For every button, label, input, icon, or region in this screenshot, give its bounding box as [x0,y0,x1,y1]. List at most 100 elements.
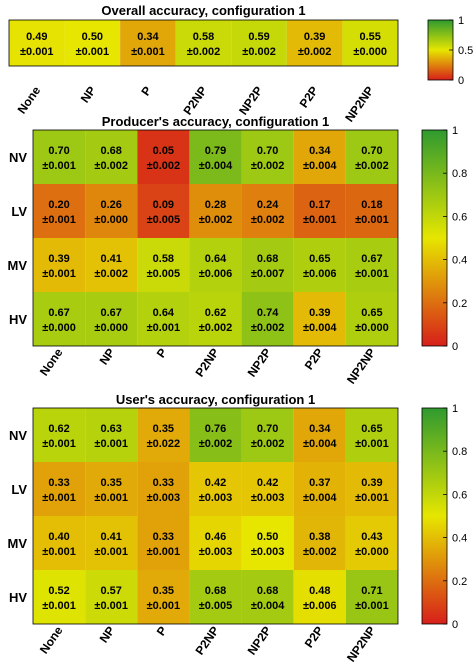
plot-frame [32,129,399,347]
colorbar [421,129,448,347]
cell-value: 0.26 [101,199,122,211]
cell-error: ±0.002 [303,546,337,558]
cell-value: 0.59 [248,31,269,43]
row-label: LV [11,482,27,497]
heatmap-cell [345,462,398,516]
heatmap-cell [241,462,294,516]
cell-error: ±0.001 [94,600,128,612]
cell-error: ±0.007 [251,268,285,280]
heatmap-cell [85,462,138,516]
heatmap-cell [137,238,190,292]
heatmap-cell [293,238,346,292]
cell-value: 0.68 [257,585,278,597]
heatmap-cell [231,20,287,66]
cell-error: ±0.001 [42,438,76,450]
cell-value: 0.50 [257,531,278,543]
heatmap-cell [293,184,346,238]
column-label: P [154,346,170,361]
cell-value: 0.68 [257,253,278,265]
cell-error: ±0.002 [94,268,128,280]
cell-value: 0.41 [101,253,122,265]
heatmap-cell [189,238,242,292]
cell-error: ±0.006 [199,268,233,280]
cell-value: 0.68 [205,585,226,597]
cell-error: ±0.004 [303,160,337,172]
cell-error: ±0.001 [94,546,128,558]
cell-error: ±0.001 [147,600,181,612]
cell-error: ±0.005 [147,268,181,280]
column-label: P2P [302,346,326,373]
cell-error: ±0.001 [42,268,76,280]
heatmap-cell [293,462,346,516]
heatmap-cell [345,292,398,346]
cell-error: ±0.000 [94,214,128,226]
cell-value: 0.62 [205,307,226,319]
cell-value: 0.33 [48,477,69,489]
cell-error: ±0.003 [147,492,181,504]
colorbar-tick-label: 0.2 [452,298,467,310]
cell-value: 0.71 [361,585,382,597]
heatmap-panel-3: User's accuracy, configuration 1 0.62 ±0.0… [8,392,468,664]
cell-error: ±0.002 [187,46,221,58]
cell-value: 0.42 [257,477,278,489]
colorbar-tick-label: 0.4 [452,533,467,545]
cell-error: ±0.006 [303,600,337,612]
column-label: None [37,623,66,656]
heatmap-cell [293,130,346,184]
cell-value: 0.62 [48,423,69,435]
heatmap-cell [241,184,294,238]
heatmap-cell [120,20,176,66]
colorbar-tick-label: 0.4 [452,255,467,267]
cell-error: ±0.001 [42,546,76,558]
cell-value: 0.50 [82,31,103,43]
cell-value: 0.33 [153,531,174,543]
cell-value: 0.70 [361,145,382,157]
cell-error: ±0.001 [42,492,76,504]
cell-error: ±0.000 [355,322,389,334]
cell-error: ±0.005 [147,214,181,226]
heatmap-cell [85,238,138,292]
heatmap-cell [85,570,138,624]
column-label: None [37,345,66,378]
cell-error: ±0.003 [251,546,285,558]
cell-error: ±0.002 [251,214,285,226]
column-label: NP2NP [344,624,378,665]
panel-title: Producer's accuracy, configuration 1 [102,114,330,129]
cell-error: ±0.004 [251,600,285,612]
cell-error: ±0.001 [355,438,389,450]
heatmap-cell [175,20,232,66]
row-label: MV [8,536,28,551]
cell-value: 0.05 [153,145,174,157]
cell-error: ±0.001 [20,46,54,58]
cell-value: 0.65 [361,423,382,435]
column-label: P [154,624,170,639]
cell-error: ±0.005 [199,600,233,612]
colorbar-tick-label: 0.6 [452,489,467,501]
cell-error: ±0.004 [303,322,337,334]
column-label: P2NP [181,84,210,118]
cell-error: ±0.002 [94,160,128,172]
cell-error: ±0.002 [199,214,233,226]
heatmap-cell [189,516,242,570]
cell-error: ±0.001 [94,438,128,450]
cell-value: 0.39 [304,31,325,43]
colorbar-tick-label: 1 [452,403,458,415]
column-label: P2NP [193,346,222,380]
cell-error: ±0.004 [303,438,337,450]
heatmap-cell [85,408,138,462]
colorbar-tick-label: 0.5 [458,45,473,57]
heatmap-cell [33,238,86,292]
cell-error: ±0.000 [353,46,387,58]
cell-error: ±0.001 [355,268,389,280]
colorbar [421,407,448,625]
heatmap-cell [137,408,190,462]
cell-value: 0.17 [309,199,330,211]
cell-error: ±0.001 [42,600,76,612]
column-label: NP2NP [344,346,378,387]
cell-error: ±0.002 [147,160,181,172]
cell-value: 0.65 [361,307,382,319]
row-label: MV [8,258,28,273]
heatmap-cell [137,462,190,516]
heatmap-cell [189,570,242,624]
cell-error: ±0.006 [303,268,337,280]
